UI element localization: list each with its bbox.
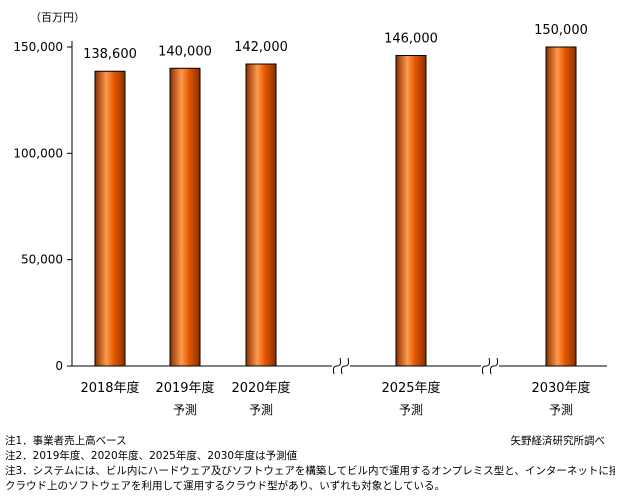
axis-break-mark-2-2 — [489, 357, 499, 375]
note-1: 注1．事業者売上高ベース — [5, 435, 127, 447]
y-tick-label: 150,000 — [13, 40, 63, 54]
note-2: 注2．2019年度、2020年度、2025年度、2030年度は予測値 — [5, 450, 298, 462]
data-label: 150,000 — [534, 23, 588, 38]
data-label: 142,000 — [234, 40, 288, 55]
category-sublabel: 予測 — [549, 403, 573, 417]
bar-2018年度 — [94, 70, 126, 367]
y-tick-label: 50,000 — [21, 253, 63, 267]
category-label: 2020年度 — [231, 380, 290, 396]
category-label: 2019年度 — [155, 380, 214, 396]
bar-2030年度 — [545, 46, 577, 367]
source-credit: 矢野経済研究所調べ — [510, 435, 606, 447]
category-sublabel: 予測 — [249, 403, 273, 417]
y-tick-label: 0 — [55, 359, 63, 373]
data-label: 146,000 — [384, 32, 438, 47]
note-3: 注3．システムには、ビル内にハードウェア及びソフトウェアを構築してビル内で運用す… — [5, 465, 615, 477]
axis-break-mark-1-2 — [340, 357, 350, 375]
category-label: 2030年度 — [531, 380, 590, 396]
y-axis-unit-label: （百万円） — [30, 11, 85, 24]
data-label: 138,600 — [83, 47, 137, 62]
category-label: 2025年度 — [381, 380, 440, 396]
category-sublabel: 予測 — [399, 403, 423, 417]
bars — [94, 46, 577, 367]
notes: 注1．事業者売上高ベース 注2．2019年度、2020年度、2025年度、203… — [5, 434, 615, 494]
axis-break-mark-2-1 — [481, 357, 491, 375]
y-tick-label: 100,000 — [13, 146, 63, 160]
axes — [67, 41, 607, 375]
category-label: 2018年度 — [80, 380, 139, 396]
labels: 0 50,000 100,000 150,000 138,600 2018年度 140,00… — [13, 23, 590, 417]
bar-2019年度 — [169, 67, 201, 367]
axis-break-mark-1-1 — [332, 357, 342, 375]
bar-2020年度 — [245, 63, 277, 367]
data-label: 140,000 — [158, 44, 212, 59]
bar-2025年度 — [395, 55, 427, 367]
note-3-continued: クラウド上のソフトウェアを利用して運用するクラウド型があり、いずれも対象としてい… — [5, 480, 445, 492]
category-sublabel: 予測 — [173, 403, 197, 417]
